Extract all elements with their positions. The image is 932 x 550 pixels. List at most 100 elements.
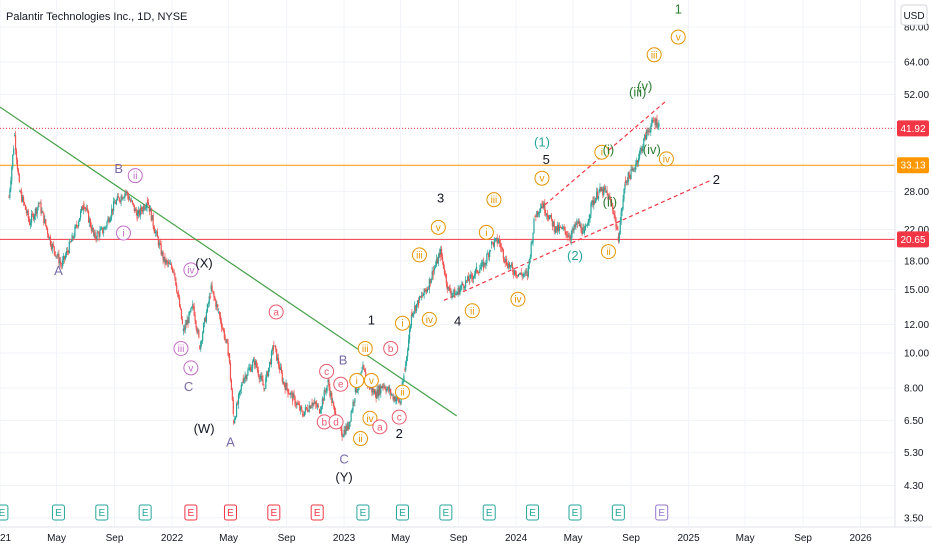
candle-body xyxy=(54,251,56,256)
candle-body xyxy=(364,368,366,372)
candle-body xyxy=(103,231,105,233)
candle-body xyxy=(506,258,508,265)
candle-body xyxy=(613,212,615,215)
wave-label: b xyxy=(388,344,394,355)
candle-body xyxy=(109,219,111,223)
candle-body xyxy=(97,232,99,234)
candle-body xyxy=(356,389,358,393)
candle-body xyxy=(585,225,587,227)
candle-body xyxy=(118,197,120,201)
wave-label: A xyxy=(226,434,235,449)
candle-body xyxy=(495,237,497,239)
candle-body xyxy=(445,274,447,284)
candle-body xyxy=(102,227,104,233)
candle-body xyxy=(316,404,318,407)
candle-body xyxy=(631,168,633,170)
candle-body xyxy=(187,319,189,324)
candle-body xyxy=(464,287,466,289)
candle-body xyxy=(89,219,92,227)
candle-body xyxy=(134,208,136,212)
candle-body xyxy=(164,256,166,264)
wave-label: c xyxy=(324,367,329,378)
candle-body xyxy=(564,227,566,232)
candle-body xyxy=(591,200,593,204)
candle-body xyxy=(131,200,134,204)
candle-body xyxy=(147,202,150,206)
candle-body xyxy=(607,192,609,200)
candle-body xyxy=(593,200,595,205)
candle-body xyxy=(166,260,168,262)
candle-body xyxy=(382,384,384,387)
candle-body xyxy=(262,379,264,386)
candle-body xyxy=(332,402,334,404)
candle-body xyxy=(371,387,373,393)
candle-body xyxy=(188,312,190,324)
price-badge-label: 41.92 xyxy=(900,124,925,135)
candle-body xyxy=(138,209,141,216)
candle-body xyxy=(562,227,564,230)
candle-body xyxy=(53,246,55,252)
candle-body xyxy=(18,174,20,183)
candle-body xyxy=(214,297,216,301)
y-tick-label: 5.30 xyxy=(904,448,924,459)
x-axis[interactable]: 2021 May Sep 2022 May Sep 2023 May Sep 2024 May Sep… xyxy=(0,526,932,544)
candle-body xyxy=(11,167,13,181)
y-tick-label: 18.00 xyxy=(904,256,929,267)
wave-label: iii xyxy=(491,195,498,206)
candle-body xyxy=(344,429,346,435)
candle-body xyxy=(361,369,363,373)
candle-body xyxy=(120,196,122,202)
wave-circle xyxy=(333,376,349,392)
candle-body xyxy=(434,265,437,268)
candle-body xyxy=(505,258,507,261)
candle-body xyxy=(534,215,536,217)
candle-body xyxy=(348,422,350,429)
candle-body xyxy=(24,204,27,210)
candle-body xyxy=(35,208,37,214)
candle-body xyxy=(304,407,307,412)
candle-body xyxy=(418,296,421,301)
wave-label: v xyxy=(539,174,544,185)
candle-body xyxy=(17,169,19,175)
candle-body xyxy=(479,269,481,273)
event-label: E xyxy=(55,508,62,519)
candle-body xyxy=(16,159,19,170)
candle-body xyxy=(285,383,287,391)
candle-body xyxy=(305,407,307,409)
candle-body xyxy=(180,308,183,320)
candle-body xyxy=(653,120,655,122)
candle-body xyxy=(296,403,298,406)
candle-body xyxy=(93,232,95,237)
candle-body xyxy=(144,207,146,210)
candle-body xyxy=(581,231,583,235)
candle-body xyxy=(544,203,546,213)
candle-body xyxy=(36,207,38,214)
candle-body xyxy=(596,191,598,199)
y-tick-label: 52.00 xyxy=(904,90,929,101)
candle-body xyxy=(571,229,573,235)
candle-body xyxy=(318,409,321,414)
candle-body xyxy=(540,206,543,208)
candle-body xyxy=(323,390,325,401)
candle-body xyxy=(640,147,642,151)
wave-circle xyxy=(115,225,131,241)
candle-body xyxy=(263,388,265,389)
candle-body xyxy=(63,256,66,259)
candle-body xyxy=(421,295,423,297)
candle-body xyxy=(196,327,198,333)
candle-body xyxy=(588,218,590,222)
candle-body xyxy=(427,288,430,290)
candle-body xyxy=(139,207,142,216)
currency-button[interactable]: USD xyxy=(900,4,928,26)
candle-body xyxy=(624,180,627,183)
candle-body xyxy=(45,219,47,226)
candle-body xyxy=(403,375,405,382)
candle-body xyxy=(538,212,540,215)
candle-body xyxy=(301,406,303,410)
candle-body xyxy=(347,425,349,429)
candle-body xyxy=(98,232,100,237)
candle-body xyxy=(202,332,204,341)
candle-body xyxy=(432,269,435,271)
candle-body xyxy=(25,209,27,214)
